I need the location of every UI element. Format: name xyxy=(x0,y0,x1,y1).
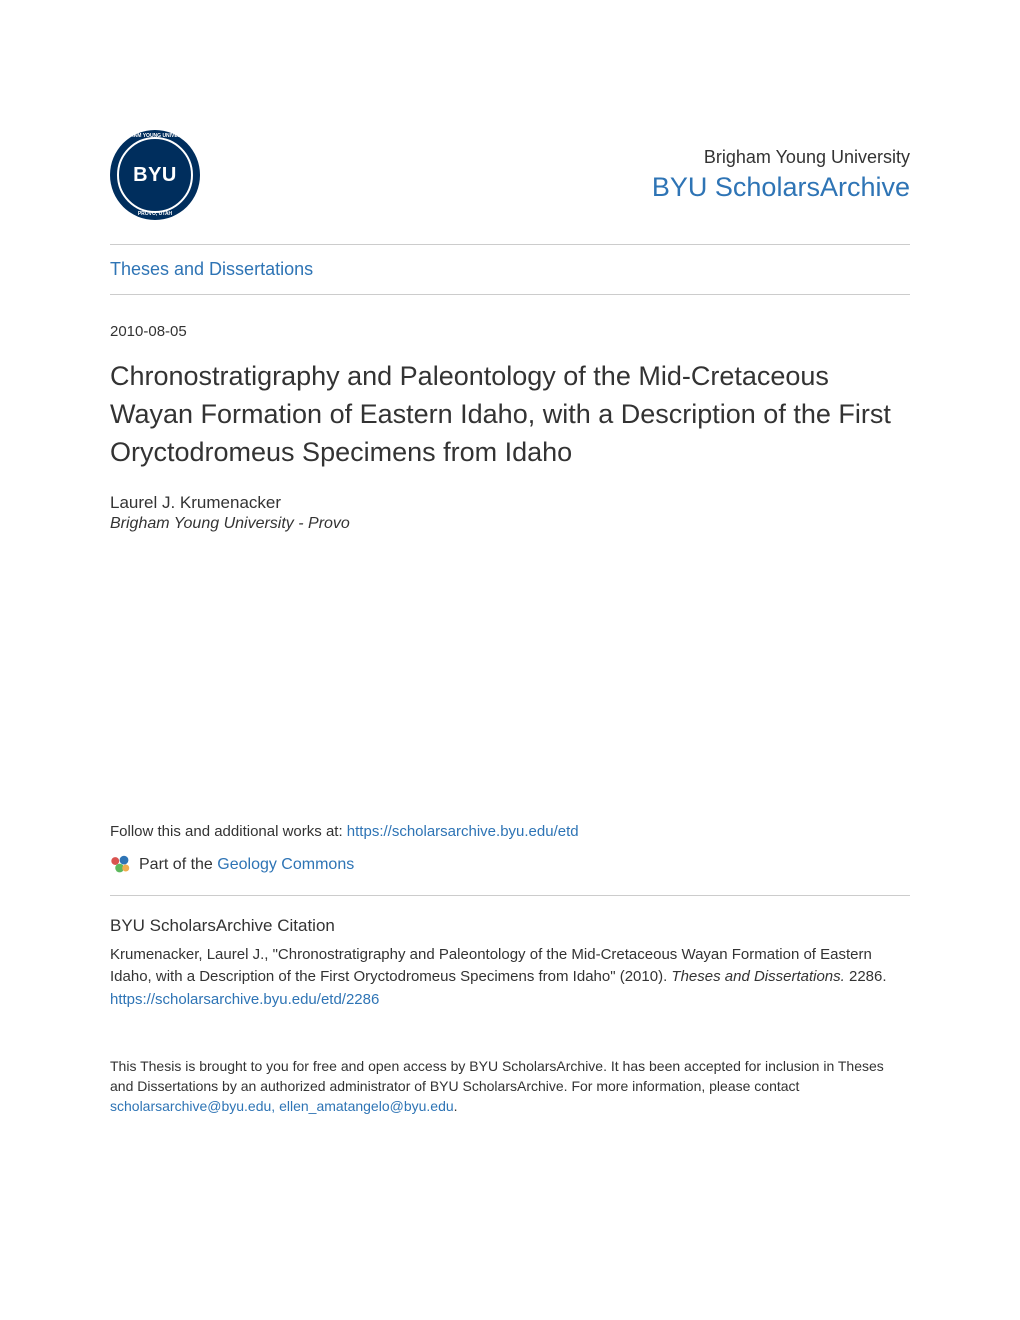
document-title: Chronostratigraphy and Paleontology of t… xyxy=(110,358,910,471)
divider-citation xyxy=(110,895,910,896)
footer-contact-link[interactable]: scholarsarchive@byu.edu, ellen_amatangel… xyxy=(110,1098,454,1114)
citation-italic: Theses and Dissertations. xyxy=(671,968,844,985)
logo-inner: BYU xyxy=(117,137,193,213)
citation-after-italic: 2286. xyxy=(845,968,887,985)
follow-url-link[interactable]: https://scholarsarchive.byu.edu/etd xyxy=(347,823,579,840)
institution-name: Brigham Young University xyxy=(652,147,910,168)
header-text: Brigham Young University BYU ScholarsArc… xyxy=(652,147,910,203)
footer-text: This Thesis is brought to you for free a… xyxy=(110,1056,910,1117)
citation-text: Krumenacker, Laurel J., "Chronostratigra… xyxy=(110,944,910,988)
author-name: Laurel J. Krumenacker xyxy=(110,493,910,513)
partof-row: Part of the Geology Commons xyxy=(110,854,910,875)
divider-bottom xyxy=(110,294,910,295)
logo-ring-bottom: PROVO, UTAH xyxy=(138,211,172,217)
logo-abbr: BYU xyxy=(133,164,177,187)
publication-date: 2010-08-05 xyxy=(110,323,910,340)
partof-text: Part of the Geology Commons xyxy=(139,856,354,874)
follow-section: Follow this and additional works at: htt… xyxy=(110,823,910,840)
partof-prefix: Part of the xyxy=(139,856,217,873)
citation-heading: BYU ScholarsArchive Citation xyxy=(110,916,910,936)
follow-prefix: Follow this and additional works at: xyxy=(110,823,347,840)
collection-link[interactable]: Theses and Dissertations xyxy=(110,245,910,294)
header-row: BRIGHAM YOUNG UNIVERSITY BYU PROVO, UTAH… xyxy=(110,130,910,220)
logo-circle: BRIGHAM YOUNG UNIVERSITY BYU PROVO, UTAH xyxy=(110,130,200,220)
footer-before-link: This Thesis is brought to you for free a… xyxy=(110,1058,884,1094)
archive-name-link[interactable]: BYU ScholarsArchive xyxy=(652,172,910,202)
network-icon xyxy=(110,854,131,875)
citation-url-link[interactable]: https://scholarsarchive.byu.edu/etd/2286 xyxy=(110,991,910,1008)
partof-link[interactable]: Geology Commons xyxy=(217,856,354,873)
institution-logo: BRIGHAM YOUNG UNIVERSITY BYU PROVO, UTAH xyxy=(110,130,200,220)
author-affiliation: Brigham Young University - Provo xyxy=(110,515,910,533)
footer-after-link: . xyxy=(454,1098,458,1114)
